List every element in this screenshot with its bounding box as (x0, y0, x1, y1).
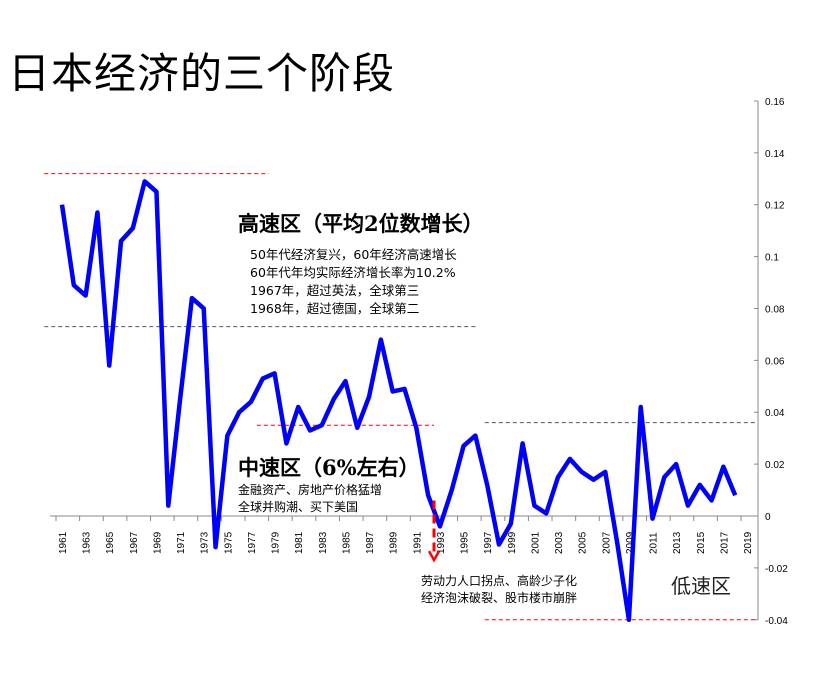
note-line: 1967年，超过英法，全球第三 (250, 283, 420, 298)
x-tick-label: 1973 (200, 531, 211, 554)
mid-speed-notes: 金融资产、房地产价格猛增 全球并购潮、买下美国 (238, 482, 382, 516)
x-tick-label: 1991 (412, 531, 423, 554)
x-tick-label: 2009 (625, 531, 636, 554)
y-tick-label: 0.16 (765, 97, 785, 108)
y-tick-label: 0.04 (765, 408, 785, 419)
note-line: 50年代经济复兴，60年经济高速增长 (250, 247, 457, 262)
x-tick-label: 2013 (672, 531, 683, 554)
x-tick-label: 1965 (105, 531, 116, 554)
x-tick-label: 1983 (318, 531, 329, 554)
note-line: 60年代年均实际经济增长率为10.2% (250, 265, 456, 280)
x-tick-label: 1987 (365, 531, 376, 554)
y-tick-label: -0.04 (765, 616, 788, 627)
note-line: 金融资产、房地产价格猛增 (238, 483, 383, 497)
x-tick-label: 1993 (436, 531, 447, 554)
x-tick-label: 2015 (696, 531, 707, 554)
x-tick-label: 1961 (58, 531, 69, 554)
x-tick-label: 1979 (271, 531, 282, 554)
low-speed-heading: 低速区 (671, 574, 731, 598)
high-speed-notes: 50年代经济复兴，60年经济高速增长 60年代年均实际经济增长率为10.2% 1… (250, 246, 457, 318)
x-tick-label: 1967 (129, 531, 140, 554)
y-tick-label: -0.02 (765, 564, 788, 575)
y-tick-label: 0.06 (765, 356, 785, 367)
note-line: 经济泡沫破裂、股市楼市崩胖 (421, 591, 578, 605)
x-tick-label: 1999 (507, 531, 518, 554)
note-line: 劳动力人口拐点、高龄少子化 (421, 574, 578, 588)
x-tick-label: 2007 (601, 531, 612, 554)
slide-title: 日本经济的三个阶段 (8, 49, 396, 98)
y-tick-label: 0.02 (765, 460, 785, 471)
y-tick-label: 0.14 (765, 149, 785, 160)
x-tick-label: 1985 (341, 531, 352, 554)
y-tick-label: 0.12 (765, 201, 785, 212)
low-speed-notes: 劳动力人口拐点、高龄少子化 经济泡沫破裂、股市楼市崩胖 (421, 573, 577, 607)
x-tick-label: 1969 (152, 531, 163, 554)
x-tick-label: 1971 (176, 531, 187, 554)
x-tick-label: 2011 (649, 532, 660, 554)
x-tick-label: 1963 (82, 531, 93, 554)
high-speed-heading: 高速区（平均2位数增长） (238, 211, 484, 236)
x-tick-label: 2019 (743, 531, 754, 554)
x-tick-label: 1975 (223, 531, 234, 554)
y-tick-label: 0.1 (765, 253, 779, 264)
y-tick-label: 0.08 (765, 304, 785, 315)
note-line: 1968年，超过德国，全球第二 (250, 301, 420, 316)
y-tick-label: 0 (765, 512, 771, 523)
x-tick-label: 2005 (578, 531, 589, 554)
mid-speed-heading: 中速区（6%左右） (238, 455, 420, 480)
note-line: 全球并购潮、买下美国 (238, 500, 359, 514)
x-tick-label: 1997 (483, 531, 494, 554)
arrow-head-icon (427, 550, 441, 563)
x-tick-label: 2017 (719, 531, 730, 554)
growth-line (59, 179, 738, 623)
x-tick-label: 2003 (554, 531, 565, 554)
x-tick-label: 1995 (460, 531, 471, 554)
x-tick-label: 1977 (247, 531, 258, 554)
x-tick-label: 1989 (389, 531, 400, 554)
x-tick-label: 2001 (530, 531, 541, 554)
x-tick-label: 1981 (294, 531, 305, 554)
